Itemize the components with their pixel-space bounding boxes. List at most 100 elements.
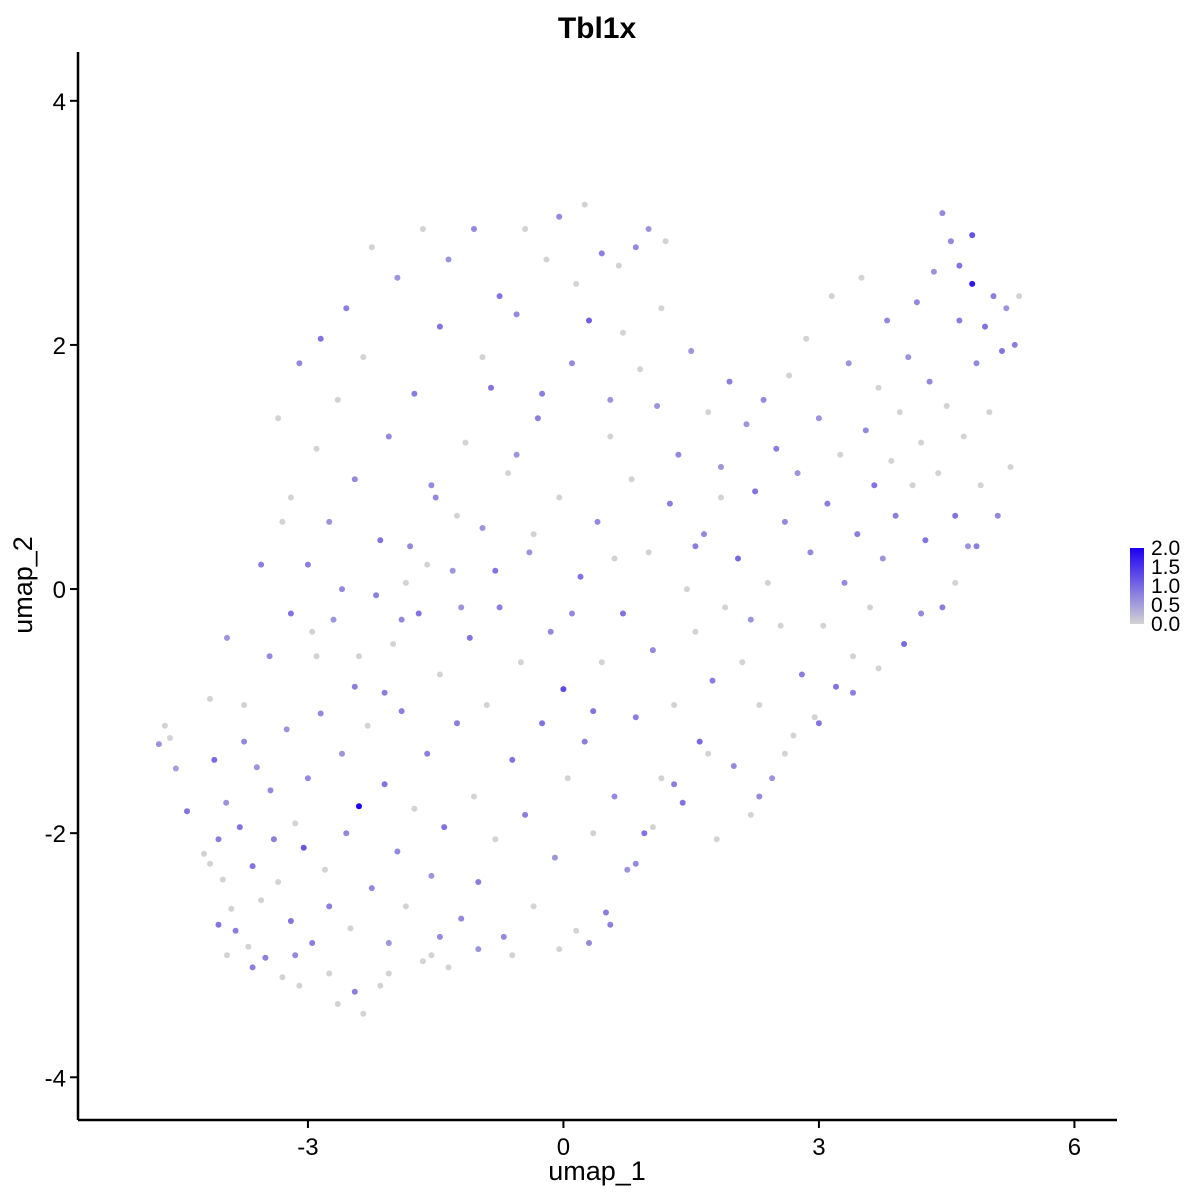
cell-point [449, 567, 456, 574]
cell-point [530, 903, 537, 910]
cell-point [258, 561, 265, 568]
cell-point [368, 885, 375, 892]
x-tick-label: 3 [812, 1134, 825, 1161]
cell-point [505, 470, 512, 477]
cell-point [394, 274, 401, 281]
cell-point [454, 720, 460, 727]
cell-point [398, 616, 405, 623]
cell-point [781, 518, 788, 525]
cell-point [445, 964, 452, 971]
cell-point [509, 756, 516, 763]
cell-point [471, 793, 477, 800]
cell-point [471, 226, 477, 232]
cell-point [815, 415, 822, 422]
cell-point [718, 494, 724, 501]
cell-point [317, 710, 324, 717]
cell-point [777, 622, 784, 629]
cell-point [292, 952, 299, 959]
cell-point [215, 921, 222, 928]
cell-point [705, 409, 712, 416]
cell-point [428, 482, 435, 489]
cell-point [909, 482, 916, 489]
cell-point [692, 628, 699, 635]
cell-point [479, 525, 486, 531]
cell-point [326, 518, 333, 525]
cell-point [649, 647, 656, 654]
cell-point [718, 464, 724, 470]
cell-point [960, 433, 967, 440]
cell-point [807, 549, 814, 556]
cell-point [283, 726, 290, 733]
cell-point [300, 844, 307, 851]
cell-point [760, 396, 767, 403]
colorbar-label: 0.0 [1151, 613, 1180, 636]
cell-point [573, 927, 580, 934]
y-axis-label: umap_2 [8, 536, 38, 634]
cell-point [607, 396, 614, 403]
cell-point [875, 665, 882, 672]
cell-point [262, 954, 269, 961]
cell-point [850, 689, 856, 696]
cell-point [385, 970, 392, 977]
cell-point [475, 946, 482, 953]
cell-point [662, 238, 669, 245]
cell-point [530, 531, 537, 538]
cell-point [539, 720, 546, 727]
cell-point [939, 210, 946, 217]
cell-point [402, 579, 409, 586]
cell-point [377, 537, 384, 544]
cell-point [381, 781, 388, 788]
cell-point [679, 799, 686, 806]
cell-point [496, 604, 503, 611]
cell-point [701, 531, 707, 538]
cell-point [428, 952, 435, 959]
cell-point [837, 451, 844, 458]
y-tick-label: -2 [45, 821, 66, 848]
cell-point [688, 348, 695, 354]
cell-point [381, 689, 388, 696]
cell-point [279, 974, 286, 981]
cell-point [509, 952, 516, 959]
colorbar-label: 1.5 [1151, 556, 1180, 579]
cell-point [402, 903, 409, 910]
cell-point [356, 653, 362, 660]
cell-point [939, 604, 946, 611]
cell-point [947, 238, 954, 245]
cell-point [334, 1001, 341, 1007]
cell-point [232, 927, 239, 934]
colorbar-label: 2.0 [1151, 537, 1180, 560]
cell-point [368, 244, 375, 251]
cell-point [454, 512, 460, 519]
cell-point [918, 439, 925, 446]
y-tick-label: 0 [53, 577, 66, 604]
cell-point [172, 765, 179, 772]
cell-point [658, 305, 665, 312]
cell-point [424, 750, 431, 757]
cell-point [224, 952, 230, 959]
cell-point [879, 555, 886, 562]
cell-point [351, 683, 358, 690]
cell-point [620, 329, 626, 336]
cell-point [632, 860, 639, 867]
cell-point [896, 409, 903, 416]
cell-point [892, 512, 899, 519]
cell-point [867, 604, 873, 611]
cell-point [343, 830, 350, 837]
cell-point [432, 494, 439, 501]
cell-point [969, 280, 976, 287]
y-tick-label: 4 [53, 89, 66, 116]
cell-point [683, 586, 690, 593]
cell-point [841, 579, 848, 586]
cell-point [167, 735, 173, 741]
cell-point [747, 811, 754, 818]
cell-point [913, 299, 920, 306]
cell-point [211, 756, 218, 763]
cell-point [551, 854, 558, 861]
cell-point [603, 909, 609, 916]
cell-point [969, 232, 976, 239]
cell-point [722, 604, 729, 611]
x-axis-label: umap_1 [548, 1156, 646, 1186]
cell-point [339, 586, 345, 593]
cell-point [253, 764, 260, 771]
